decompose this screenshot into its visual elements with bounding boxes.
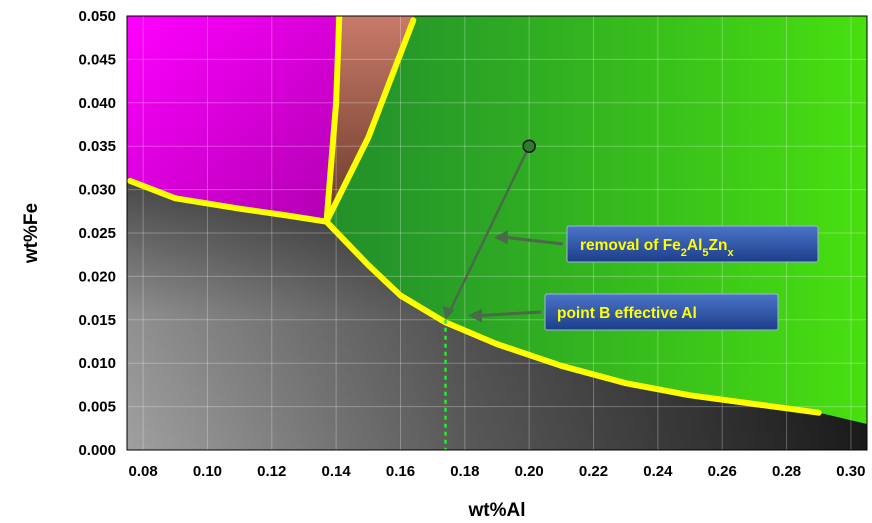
x-tick-label: 0.24 [643, 463, 673, 480]
y-tick-label: 0.045 [78, 51, 116, 68]
brown-phase-region [326, 16, 414, 222]
magenta-phase-region [127, 16, 340, 222]
path-arrow-line [448, 145, 531, 313]
x-tick-label: 0.10 [193, 463, 222, 480]
x-tick-label: 0.14 [322, 463, 352, 480]
annotation-point-b: point B effective Al [544, 293, 779, 331]
y-axis-title: wt%Fe [21, 203, 42, 264]
x-tick-label: 0.22 [579, 463, 608, 480]
y-tick-label: 0.040 [78, 95, 116, 112]
annotation-removal: removal of Fe2Al5Znx [566, 225, 819, 263]
phase-boundary-line-1 [127, 177, 330, 225]
path-arrow-head [442, 305, 455, 320]
annotation-marks [442, 139, 564, 450]
annotation-removal-label: removal of Fe2Al5Znx [580, 237, 734, 259]
x-tick-label: 0.30 [836, 463, 865, 480]
y-tick-label: 0.035 [78, 138, 116, 155]
annotation-arrow-head [468, 308, 483, 323]
x-tick-label: 0.28 [772, 463, 801, 480]
phase-boundary-line-4 [323, 17, 417, 225]
phase-boundary-line-3 [323, 16, 343, 225]
y-tick-label: 0.030 [78, 182, 116, 199]
x-tick-label: 0.26 [708, 463, 737, 480]
plot-frame [126, 15, 868, 451]
annotation-point-b-box [544, 293, 779, 331]
phase-boundary-line-2 [323, 218, 822, 416]
x-tick-label: 0.08 [128, 463, 157, 480]
x-tick-label: 0.12 [257, 463, 286, 480]
x-axis-ticks: 0.08 0.10 0.12 0.14 0.16 0.18 0.20 0.22 0.24 0.26… [128, 463, 865, 480]
x-axis-title: wt%Al [468, 500, 526, 521]
x-tick-label: 0.16 [386, 463, 415, 480]
y-tick-label: 0.000 [78, 442, 116, 459]
annotation-point-b-label: point B effective Al [557, 305, 697, 322]
data-point [522, 139, 536, 153]
y-tick-label: 0.010 [78, 355, 116, 372]
y-tick-label: 0.050 [78, 8, 116, 25]
y-tick-label: 0.020 [78, 268, 116, 285]
y-tick-label: 0.025 [78, 225, 116, 242]
annotation-arrow-head [493, 230, 508, 245]
y-tick-label: 0.005 [78, 399, 116, 416]
x-tick-label: 0.20 [515, 463, 544, 480]
annotation-arrow-line [479, 310, 542, 317]
phase-boundaries [127, 16, 822, 416]
annotation-arrow-line [505, 235, 564, 246]
dark-phase-shade [127, 180, 867, 450]
y-tick-label: 0.015 [78, 312, 116, 329]
grid-lines [127, 16, 867, 450]
y-axis-ticks: 0.000 0.005 0.010 0.015 0.020 0.025 0.030 0.035… [78, 8, 116, 459]
x-tick-label: 0.18 [450, 463, 479, 480]
annotation-removal-box [566, 225, 819, 263]
